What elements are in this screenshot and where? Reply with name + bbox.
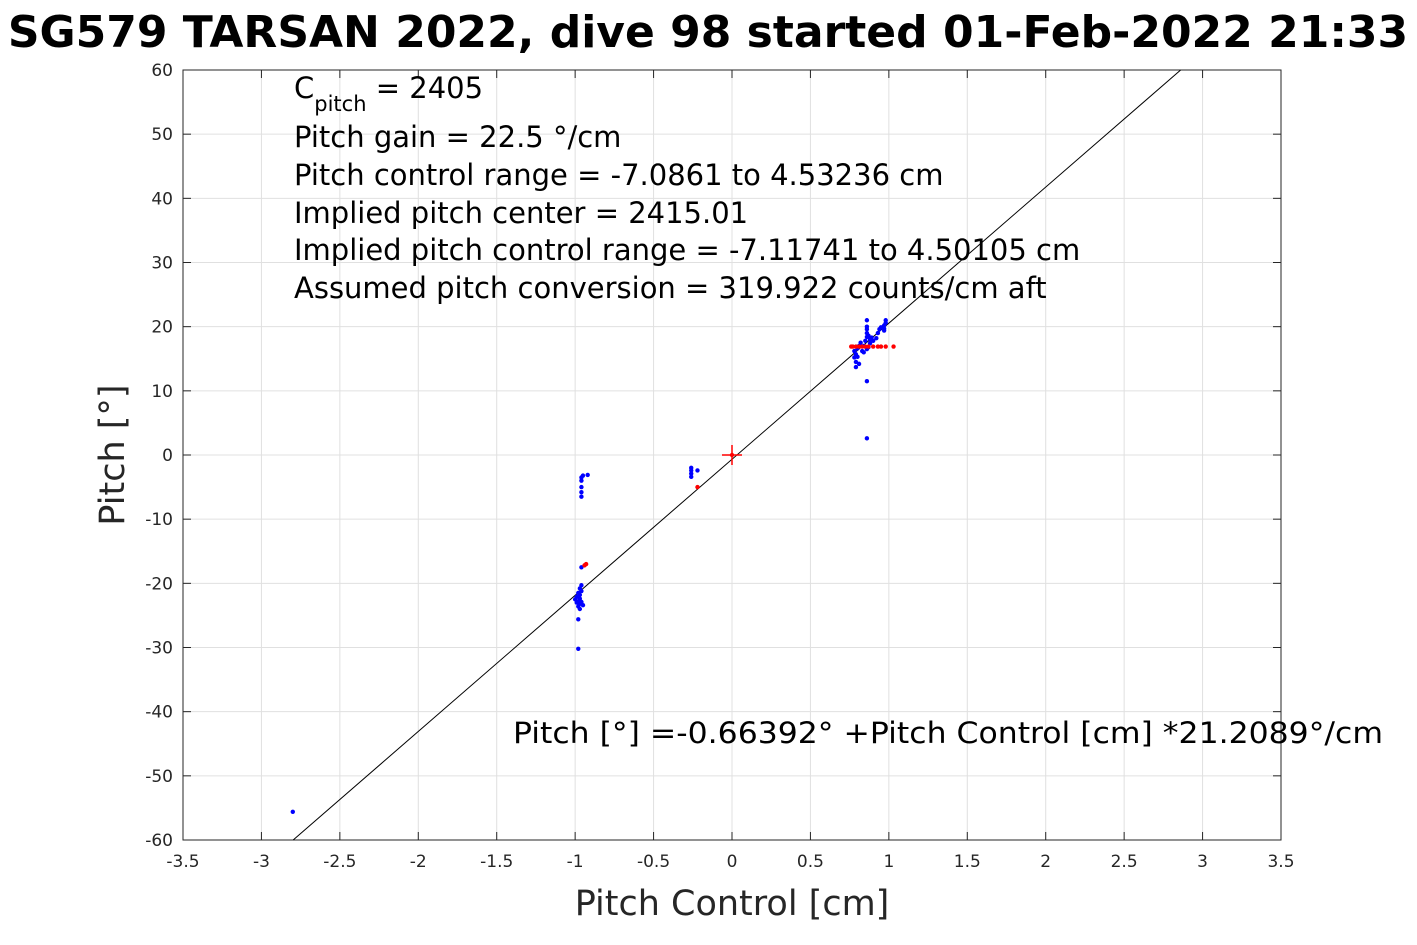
data-point bbox=[576, 646, 581, 651]
x-tick-label: -3 bbox=[253, 852, 270, 872]
x-tick-label: 1.5 bbox=[954, 852, 981, 872]
y-tick-label: 50 bbox=[151, 125, 173, 145]
data-point bbox=[864, 324, 870, 329]
y-tick-label: -60 bbox=[145, 831, 173, 851]
data-point bbox=[864, 436, 870, 441]
x-tick-label: 3.5 bbox=[1267, 852, 1294, 872]
cpitch-symbol: C bbox=[294, 71, 314, 105]
data-point bbox=[579, 478, 584, 483]
implied-center-annotation: Implied pitch center = 2415.01 bbox=[294, 196, 748, 230]
data-point bbox=[695, 468, 700, 473]
pitch-gain-annotation: Pitch gain = 22.5 °/cm bbox=[294, 120, 621, 154]
x-tick-label: 2.5 bbox=[1111, 852, 1138, 872]
y-tick-label: -50 bbox=[145, 767, 173, 787]
conversion-annotation: Assumed pitch conversion = 319.922 count… bbox=[294, 271, 1047, 305]
center-marker-layer bbox=[722, 445, 742, 465]
x-tick-label: -2 bbox=[410, 852, 427, 872]
x-tick-labels: -3.5 -3 -2.5 -2 -1.5 -1 -0.5 0 0.5 1 1.5 2 2.5 3 3.5 bbox=[166, 852, 1294, 872]
flagged-data-point bbox=[695, 484, 700, 490]
data-point bbox=[689, 465, 694, 471]
chart-title: SG579 TARSAN 2022, dive 98 started 01-Fe… bbox=[8, 7, 1408, 58]
flagged-data-point bbox=[859, 344, 865, 349]
flagged-data-point bbox=[850, 344, 855, 349]
y-tick-label: -10 bbox=[145, 510, 173, 530]
y-tick-label: 30 bbox=[151, 254, 173, 274]
data-point bbox=[290, 809, 295, 814]
x-tick-label: 0.5 bbox=[797, 852, 824, 872]
data-point bbox=[855, 354, 860, 360]
x-tick-label: -1.5 bbox=[480, 852, 513, 872]
data-point bbox=[579, 484, 584, 490]
axis-ticks bbox=[182, 69, 1282, 841]
data-point bbox=[579, 494, 584, 499]
y-tick-label: 40 bbox=[151, 189, 173, 209]
center-plus-marker bbox=[722, 445, 742, 465]
cpitch-annotation: Cpitch = 2405 bbox=[294, 71, 483, 116]
data-point bbox=[853, 364, 859, 370]
x-tick-label: 0 bbox=[727, 852, 738, 872]
data-point bbox=[864, 318, 870, 323]
data-point bbox=[870, 338, 876, 343]
flagged-data-point bbox=[878, 344, 884, 349]
flagged-data-point bbox=[870, 344, 876, 349]
flagged-data-point bbox=[866, 344, 871, 349]
data-point bbox=[883, 318, 888, 323]
y-tick-label: 10 bbox=[151, 382, 173, 402]
data-point bbox=[579, 583, 584, 588]
y-tick-label: -40 bbox=[145, 703, 173, 723]
data-point bbox=[689, 474, 694, 480]
y-tick-label: 20 bbox=[151, 318, 173, 338]
data-point bbox=[856, 361, 862, 367]
data-point bbox=[580, 473, 586, 478]
data-point bbox=[852, 348, 857, 354]
flagged-data-point bbox=[863, 344, 868, 349]
data-point bbox=[861, 350, 866, 355]
cpitch-value: = 2405 bbox=[367, 71, 484, 105]
data-point bbox=[576, 617, 581, 622]
data-point bbox=[579, 490, 584, 495]
data-point bbox=[689, 471, 694, 476]
x-tick-label: 1 bbox=[883, 852, 894, 872]
x-tick-label: -3.5 bbox=[166, 852, 199, 872]
data-point bbox=[572, 597, 578, 602]
flagged-data-point bbox=[883, 344, 888, 349]
flagged-data-point bbox=[875, 344, 881, 349]
data-point bbox=[585, 472, 590, 478]
data-point bbox=[875, 330, 881, 336]
control-range-annotation: Pitch control range = -7.0861 to 4.53236… bbox=[294, 158, 943, 192]
flagged-data-point bbox=[853, 344, 859, 349]
x-tick-label: 3 bbox=[1197, 852, 1208, 872]
data-point bbox=[864, 379, 870, 384]
y-tick-label: 60 bbox=[151, 61, 173, 81]
flagged-data-point bbox=[582, 563, 587, 568]
x-tick-label: -0.5 bbox=[637, 852, 670, 872]
y-tick-label: 0 bbox=[162, 446, 173, 466]
data-points bbox=[290, 318, 896, 814]
implied-range-annotation: Implied pitch control range = -7.11741 t… bbox=[294, 233, 1080, 267]
data-point bbox=[858, 340, 863, 345]
x-axis-label: Pitch Control [cm] bbox=[575, 884, 890, 924]
data-point bbox=[863, 338, 868, 343]
y-axis-label: Pitch [°] bbox=[93, 384, 133, 525]
data-point bbox=[881, 328, 887, 333]
flagged-data-point bbox=[891, 344, 896, 349]
fit-equation-annotation: Pitch [°] =-0.66392° +Pitch Control [cm]… bbox=[513, 716, 1383, 750]
x-tick-label: -2.5 bbox=[323, 852, 356, 872]
y-tick-label: -30 bbox=[145, 639, 173, 659]
cpitch-subscript: pitch bbox=[314, 92, 366, 116]
data-point bbox=[874, 336, 879, 341]
x-tick-label: 2 bbox=[1040, 852, 1051, 872]
y-tick-labels: -60 -50 -40 -30 -20 -10 0 10 20 30 40 50 60 bbox=[145, 61, 173, 851]
data-point bbox=[580, 602, 586, 608]
y-tick-label: -20 bbox=[145, 574, 173, 594]
x-tick-label: -1 bbox=[567, 852, 584, 872]
flagged-data-point bbox=[856, 344, 862, 349]
